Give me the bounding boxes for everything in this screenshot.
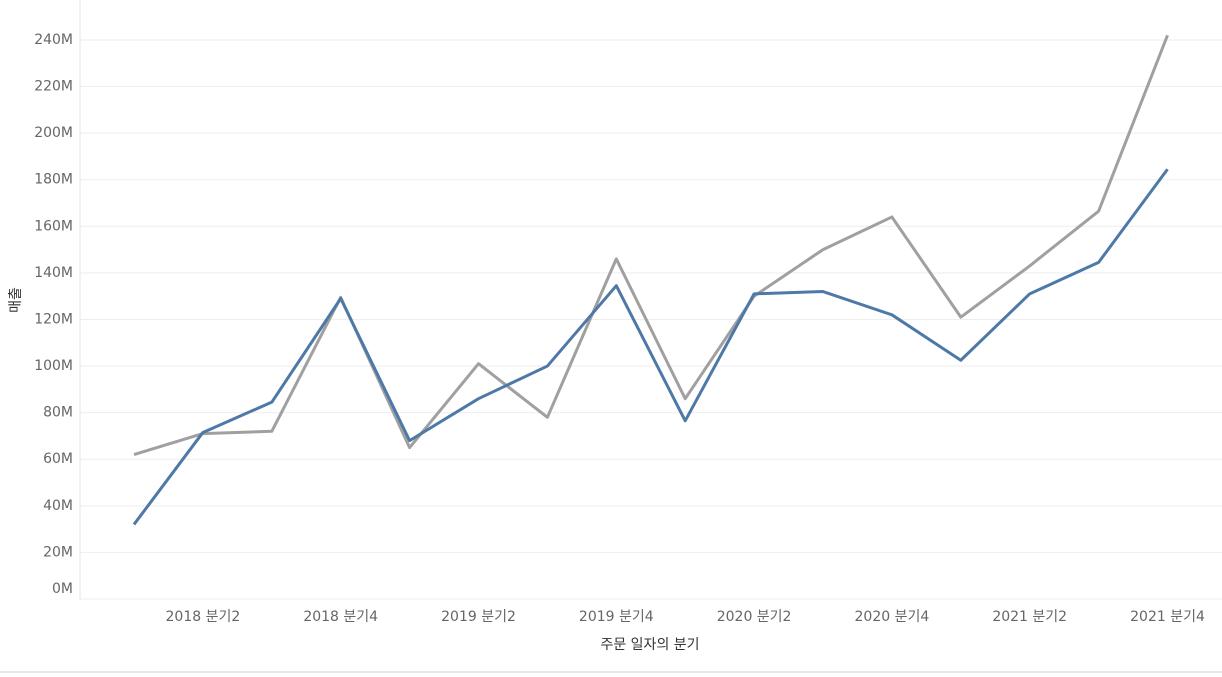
x-tick-label: 2021 분기4 [1130,609,1205,625]
x-tick-label: 2021 분기2 [992,609,1067,625]
x-axis-title: 주문 일자의 분기 [600,637,699,653]
y-tick-label: 240M [34,32,73,48]
y-tick-label: 40M [43,498,73,514]
y-tick-label: 180M [34,172,73,188]
y-tick-label: 20M [43,544,73,560]
series-line [132,168,1169,526]
y-tick-label: 160M [34,218,73,234]
x-tick-label: 2019 분기2 [441,609,516,625]
y-tick-label: 80M [43,405,73,421]
y-tick-label: 120M [34,311,73,327]
x-tick-label: 2019 분기4 [579,609,654,625]
y-tick-label: 0M [52,581,73,597]
x-tick-label: 2020 분기2 [717,609,792,625]
series-line [133,34,1169,457]
y-tick-label: 200M [34,125,73,141]
y-tick-label: 60M [43,451,73,467]
y-axis-title: 매출 [8,287,24,313]
x-tick-label: 2018 분기4 [303,609,378,625]
y-tick-label: 100M [34,358,73,374]
x-tick-label: 2018 분기2 [166,609,241,625]
y-tick-label: 140M [34,265,73,281]
x-tick-label: 2020 분기4 [855,609,930,625]
y-tick-label: 220M [34,79,73,95]
